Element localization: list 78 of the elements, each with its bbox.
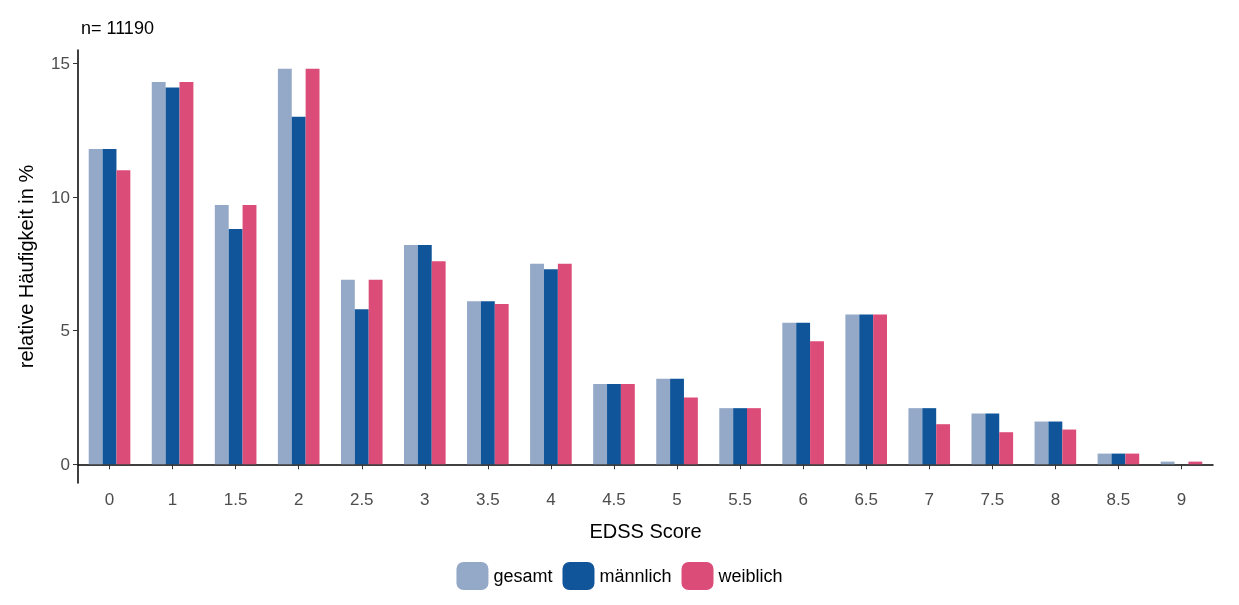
bar (179, 82, 194, 465)
x-tick-label: 5.5 (728, 490, 752, 509)
bar (88, 148, 103, 465)
bar (747, 408, 761, 465)
bar (971, 413, 986, 465)
bar (165, 87, 180, 465)
bar (277, 68, 292, 465)
bar (670, 378, 684, 465)
bar (354, 309, 369, 465)
y-tick-label: 0 (60, 454, 70, 474)
bar (859, 314, 874, 465)
bar (291, 116, 306, 465)
x-tick-label: 5 (672, 490, 682, 509)
bar (656, 378, 671, 465)
y-tick-label: 15 (51, 53, 70, 73)
bar (985, 413, 1000, 465)
bar (1062, 429, 1077, 465)
x-tick-label: 6.5 (854, 490, 879, 509)
bar (922, 408, 937, 465)
x-tick-label: 3 (420, 490, 430, 509)
x-tick-label: 8 (1050, 490, 1061, 509)
x-tick-label: 4 (546, 490, 556, 509)
bar (908, 408, 923, 465)
bar (1048, 421, 1063, 465)
bar (593, 384, 608, 465)
bar (719, 408, 734, 465)
bar (305, 68, 320, 465)
bar (116, 170, 131, 465)
x-tick-label: 1 (167, 490, 178, 509)
bar (796, 322, 811, 465)
x-axis-title: EDSS Score (589, 520, 702, 542)
x-tick-label: 7.5 (980, 490, 1005, 509)
bar (404, 245, 418, 465)
bar (1125, 453, 1140, 465)
legend-label: gesamt (493, 566, 553, 586)
x-tick-label: 8.5 (1106, 490, 1131, 509)
chart-title: n= 11190 (81, 18, 154, 38)
bar (494, 303, 509, 465)
bar (873, 314, 887, 465)
bar (1034, 421, 1049, 465)
x-tick-label: 9 (1176, 490, 1187, 509)
bar (417, 245, 432, 465)
x-tick-label: 2.5 (349, 490, 374, 509)
legend-label: männlich (599, 566, 672, 586)
bar (151, 82, 166, 465)
bar (228, 229, 243, 465)
bar (999, 432, 1014, 465)
bar (557, 263, 572, 465)
x-tick-label: 1.5 (223, 490, 248, 509)
y-tick-label: 5 (60, 321, 70, 341)
bar (214, 205, 229, 465)
bar (782, 322, 797, 465)
x-tick-label: 0 (104, 490, 115, 509)
bar (102, 148, 117, 465)
bar (543, 269, 558, 465)
bar (242, 205, 257, 465)
bar (683, 397, 698, 465)
x-tick-label: 3.5 (476, 490, 500, 509)
bar (368, 279, 383, 465)
bar (733, 408, 748, 465)
x-tick-label: 2 (293, 490, 304, 509)
bar (845, 314, 860, 465)
y-axis-title: relative Häufigkeit in % (15, 164, 37, 369)
bar (340, 279, 355, 465)
legend-label: weiblich (717, 566, 783, 586)
x-tick-label: 6 (798, 490, 808, 509)
bar (607, 384, 621, 465)
bar (810, 341, 824, 465)
x-tick-label: 4.5 (602, 490, 626, 509)
x-tick-label: 7 (924, 490, 934, 509)
bar (467, 301, 481, 465)
bar (431, 261, 446, 465)
bar (1111, 453, 1126, 465)
bar (530, 263, 544, 465)
bar (936, 424, 951, 465)
bar (620, 384, 635, 465)
bar (480, 301, 495, 465)
y-tick-label: 10 (51, 187, 70, 207)
